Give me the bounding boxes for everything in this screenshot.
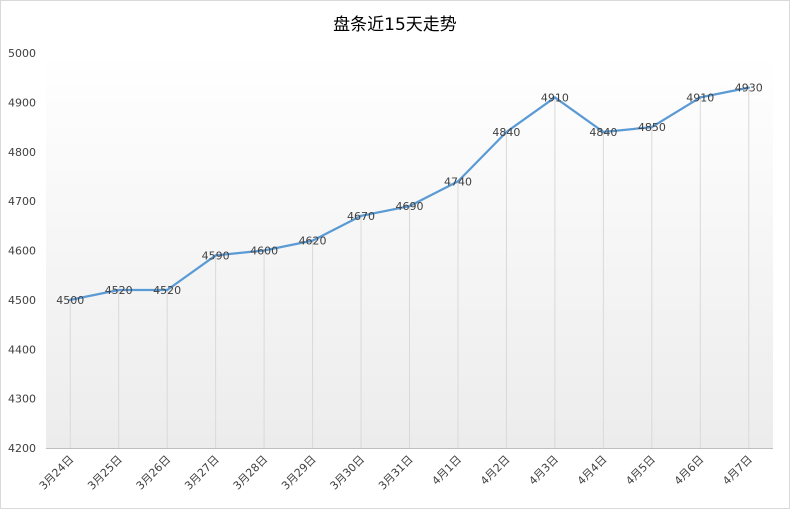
data-label: 4690 [396, 200, 424, 213]
data-point [214, 254, 217, 257]
data-labels: 4500 4520 4520 4590 4600 4620 4670 4690 4740 4840… [56, 82, 763, 307]
y-tick-label: 4900 [8, 96, 36, 109]
y-tick-label: 4300 [8, 393, 36, 406]
data-label: 4850 [638, 121, 666, 134]
chart-title: 盘条近15天走势 [333, 15, 457, 35]
data-point [408, 204, 411, 208]
y-tick-label: 4700 [8, 195, 36, 208]
y-tick-label: 4600 [8, 245, 36, 258]
data-label: 4840 [589, 126, 617, 139]
data-point [165, 288, 169, 292]
data-point [456, 180, 460, 183]
data-point [69, 298, 72, 302]
data-point [117, 288, 120, 292]
grid-lines [69, 87, 750, 448]
data-label: 4910 [686, 91, 714, 104]
data-label: 4590 [202, 249, 230, 262]
data-label: 4520 [105, 284, 133, 297]
data-label: 4600 [250, 245, 278, 258]
y-tick-label: 4800 [8, 146, 36, 159]
y-tick-label: 4500 [8, 294, 36, 307]
data-point [747, 86, 750, 89]
data-point [650, 125, 654, 129]
data-label: 4930 [735, 82, 763, 95]
data-label: 4740 [444, 175, 472, 188]
data-label: 4500 [56, 294, 84, 307]
data-point [602, 130, 605, 134]
data-label: 4520 [153, 284, 181, 297]
data-point [359, 214, 363, 218]
data-point [311, 239, 314, 242]
series-layer [69, 86, 750, 302]
data-label: 4620 [299, 235, 327, 248]
data-label: 4670 [347, 210, 375, 223]
data-point [505, 130, 508, 134]
data-point [262, 249, 266, 252]
y-tick-label: 5000 [8, 47, 36, 60]
data-label: 4840 [492, 126, 520, 139]
data-point [699, 96, 702, 99]
y-tick-label: 4200 [8, 442, 36, 455]
y-tick-label: 4400 [8, 343, 36, 356]
data-label: 4910 [541, 91, 569, 104]
data-point [553, 96, 557, 99]
